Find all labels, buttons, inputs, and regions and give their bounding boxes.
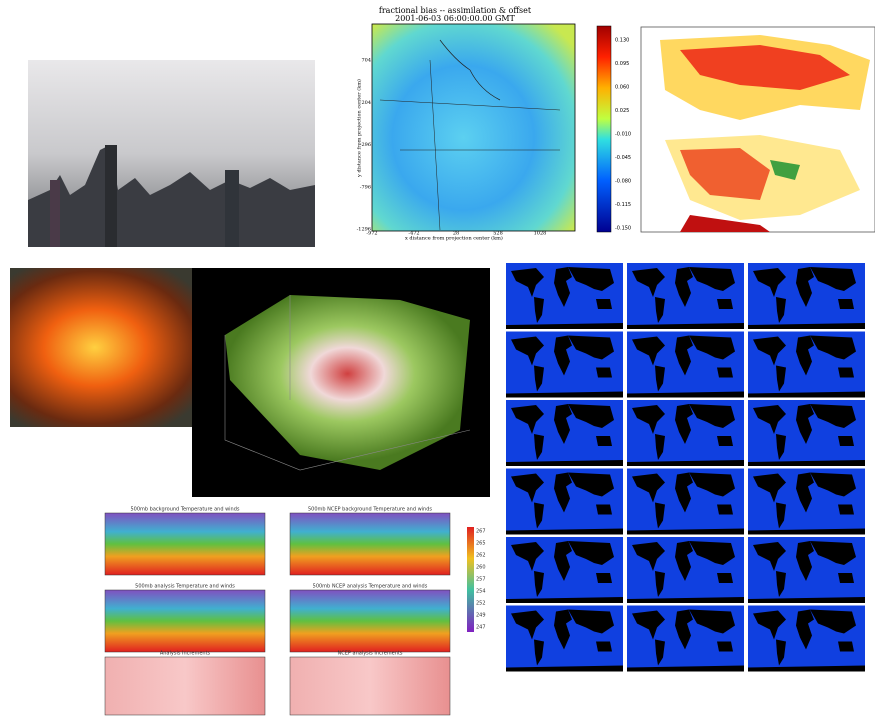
panel-title: 500mb NCEP background Temperature and wi… — [308, 507, 432, 513]
panel-title: NCEP analysis Increments — [338, 651, 403, 657]
y-axis-label: y distance from projection center (km) — [356, 79, 363, 178]
colorbar-tick-label: 0.130 — [615, 38, 629, 44]
colorbar — [467, 527, 474, 632]
panel-map — [105, 513, 265, 575]
colorbar-tick-label: -0.150 — [615, 226, 631, 232]
collage: fractional bias -- assimilation & offset… — [0, 0, 875, 724]
city-photo — [28, 60, 315, 247]
panel-title: Analysis Increments — [160, 651, 211, 657]
panel-map — [105, 657, 265, 715]
panel-map — [290, 657, 450, 715]
x-tick-label: -472 — [408, 231, 419, 237]
y-tick-label: -1296 — [357, 227, 371, 233]
fire-photo — [10, 268, 222, 427]
colorbar-tick-label: 260 — [476, 565, 486, 571]
ocean-map — [506, 469, 623, 535]
surface-plot — [192, 268, 490, 497]
colorbar-tick-label: 0.095 — [615, 61, 629, 67]
colorbar-tick-label: -0.045 — [615, 155, 631, 161]
ocean-map — [627, 606, 744, 672]
ocean-map — [627, 469, 744, 535]
ocean-map — [627, 537, 744, 603]
ocean-map — [506, 400, 623, 466]
ocean-map — [627, 263, 744, 329]
colorbar-tick-label: 247 — [476, 625, 486, 631]
colorbar-tick-label: 0.060 — [615, 85, 629, 91]
ocean-map — [627, 400, 744, 466]
x-tick-label: 1028 — [534, 231, 547, 237]
colorbar-tick-label: -0.115 — [615, 202, 631, 208]
colorbar-tick-label: 252 — [476, 601, 486, 607]
x-tick-label: 28 — [453, 231, 459, 237]
ocean-map — [748, 263, 865, 329]
ocean-map — [748, 469, 865, 535]
ocean-map — [506, 263, 623, 329]
ocean-map — [506, 606, 623, 672]
ocean-map — [506, 537, 623, 603]
colorbar-tick-label: 0.025 — [615, 108, 629, 114]
colorbar-tick-label: -0.080 — [615, 179, 631, 185]
canada-map — [641, 27, 875, 232]
panel-title: 500mb NCEP analysis Temperature and wind… — [313, 584, 428, 590]
colorbar-tick-label: 265 — [476, 541, 486, 547]
y-tick-label: 704 — [361, 58, 371, 64]
colorbar-tick-label: 257 — [476, 577, 486, 583]
ocean-map — [748, 537, 865, 603]
panel-title: 500mb background Temperature and winds — [130, 507, 239, 513]
analysis-plots: 500mb background Temperature and winds 50… — [105, 507, 486, 716]
bias-plot: fractional bias -- assimilation & offset… — [356, 6, 612, 242]
panel-map — [290, 513, 450, 575]
x-tick-label: 528 — [493, 231, 503, 237]
panel-map — [290, 590, 450, 652]
y-tick-label: 204 — [361, 100, 371, 106]
ocean-map — [506, 332, 623, 398]
ocean-map-grid — [505, 262, 865, 673]
panel-map — [105, 590, 265, 652]
colorbar-tick-label: 254 — [476, 589, 486, 595]
colorbar-tick-label: -0.010 — [615, 132, 631, 138]
ocean-map — [748, 332, 865, 398]
colorbar-tick-label: 267 — [476, 529, 486, 535]
ocean-map — [748, 400, 865, 466]
ocean-map — [627, 332, 744, 398]
panel-title: 500mb analysis Temperature and winds — [135, 584, 235, 590]
colorbar-tick-label: 262 — [476, 553, 486, 559]
ocean-map — [748, 606, 865, 672]
y-tick-label: -296 — [360, 142, 371, 148]
colorbar-tick-label: 249 — [476, 613, 486, 619]
plot-subtitle: 2001-06-03 06:00:00.00 GMT — [395, 14, 515, 23]
y-tick-label: -796 — [360, 184, 371, 190]
